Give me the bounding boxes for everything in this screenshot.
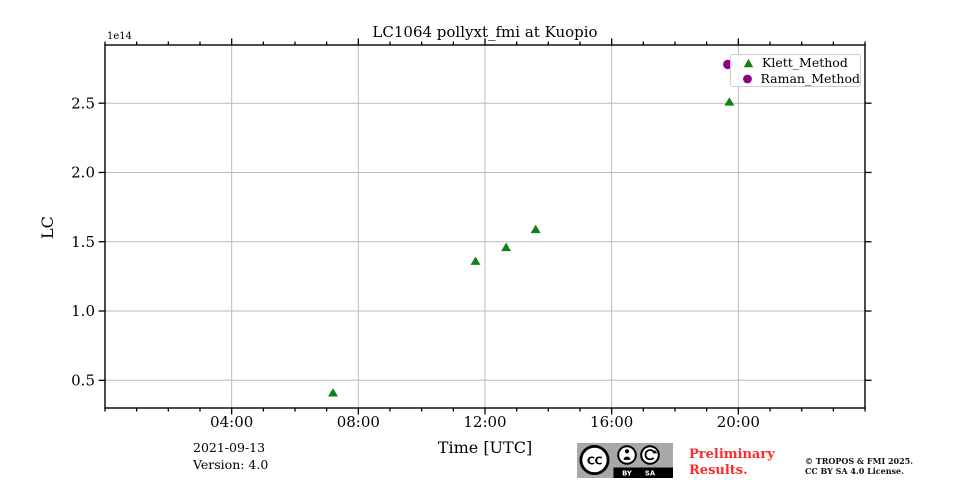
badge-sa-label: SA bbox=[645, 470, 656, 478]
y-axis-offset-text: 1e14 bbox=[107, 31, 133, 42]
by-person-head bbox=[624, 449, 630, 454]
klett-data-point bbox=[724, 97, 735, 106]
klett-data-point bbox=[530, 224, 541, 234]
version-label: Version: 4.0 bbox=[193, 456, 269, 472]
raman-circle-icon bbox=[741, 74, 753, 84]
preliminary-line2: Results. bbox=[689, 462, 748, 478]
x-tick-label: 12:00 bbox=[463, 413, 506, 431]
raman-circle-glyph bbox=[742, 74, 752, 83]
by-circle bbox=[617, 445, 637, 465]
date-version-block: 2021-09-13 Version: 4.0 bbox=[193, 440, 268, 473]
badge-by-label: BY bbox=[622, 470, 632, 478]
klett-triangle-glyph bbox=[743, 58, 753, 67]
legend-entry-klett: Klett_Method bbox=[731, 55, 860, 70]
y-tick-label: 1.0 bbox=[71, 302, 95, 320]
sa-arrow-head bbox=[652, 450, 658, 454]
y-tick-label: 1.5 bbox=[71, 233, 95, 251]
klett-data-point bbox=[328, 388, 338, 397]
preliminary-note: Preliminary Results. bbox=[689, 447, 775, 478]
by-person-icon bbox=[617, 445, 637, 465]
raman-circle-shape bbox=[742, 74, 752, 83]
legend: Klett_Method Raman_Method bbox=[730, 54, 861, 87]
legend-label-raman: Raman_Method bbox=[760, 71, 860, 86]
x-tick-label: 16:00 bbox=[590, 413, 633, 431]
cc-by-sa-badge: CC BY SA bbox=[577, 443, 673, 478]
x-tick-label: 20:00 bbox=[717, 413, 760, 431]
x-axis-label: Time [UTC] bbox=[437, 438, 533, 457]
copyright-line1: © TROPOS & FMI 2025. bbox=[805, 456, 914, 466]
plot-frame bbox=[104, 44, 866, 409]
chart-title: LC1064 pollyxt_fmi at Kuopio bbox=[372, 23, 598, 41]
y-tick-label: 2.0 bbox=[71, 164, 95, 182]
cc-letters: CC bbox=[587, 454, 603, 467]
copyright-note: © TROPOS & FMI 2025. CC BY SA 4.0 Licens… bbox=[805, 456, 913, 476]
legend-entry-raman: Raman_Method bbox=[731, 71, 860, 86]
x-tick-label: 08:00 bbox=[337, 413, 380, 431]
x-tick-label: 04:00 bbox=[210, 413, 253, 431]
klett-data-point bbox=[470, 256, 481, 265]
sa-circle bbox=[640, 445, 660, 465]
cc-circle bbox=[579, 444, 610, 476]
date-label: 2021-09-13 bbox=[193, 440, 266, 455]
y-tick-label: 0.5 bbox=[71, 371, 95, 389]
badge-strip bbox=[613, 467, 673, 478]
sa-arrow-icon bbox=[640, 445, 660, 465]
y-tick-label: 2.5 bbox=[71, 94, 95, 112]
cc-icon: CC bbox=[579, 444, 610, 476]
klett-data-point bbox=[501, 242, 512, 252]
klett-triangle-shape bbox=[743, 58, 753, 67]
klett-triangle-icon bbox=[741, 58, 755, 68]
legend-label-klett: Klett_Method bbox=[762, 55, 848, 70]
sa-arrow-arc bbox=[644, 449, 656, 461]
preliminary-line1: Preliminary bbox=[689, 447, 775, 462]
copyright-line2: CC BY SA 4.0 License. bbox=[805, 466, 904, 476]
by-person-body bbox=[623, 456, 631, 460]
y-axis-label: LC bbox=[37, 216, 57, 239]
